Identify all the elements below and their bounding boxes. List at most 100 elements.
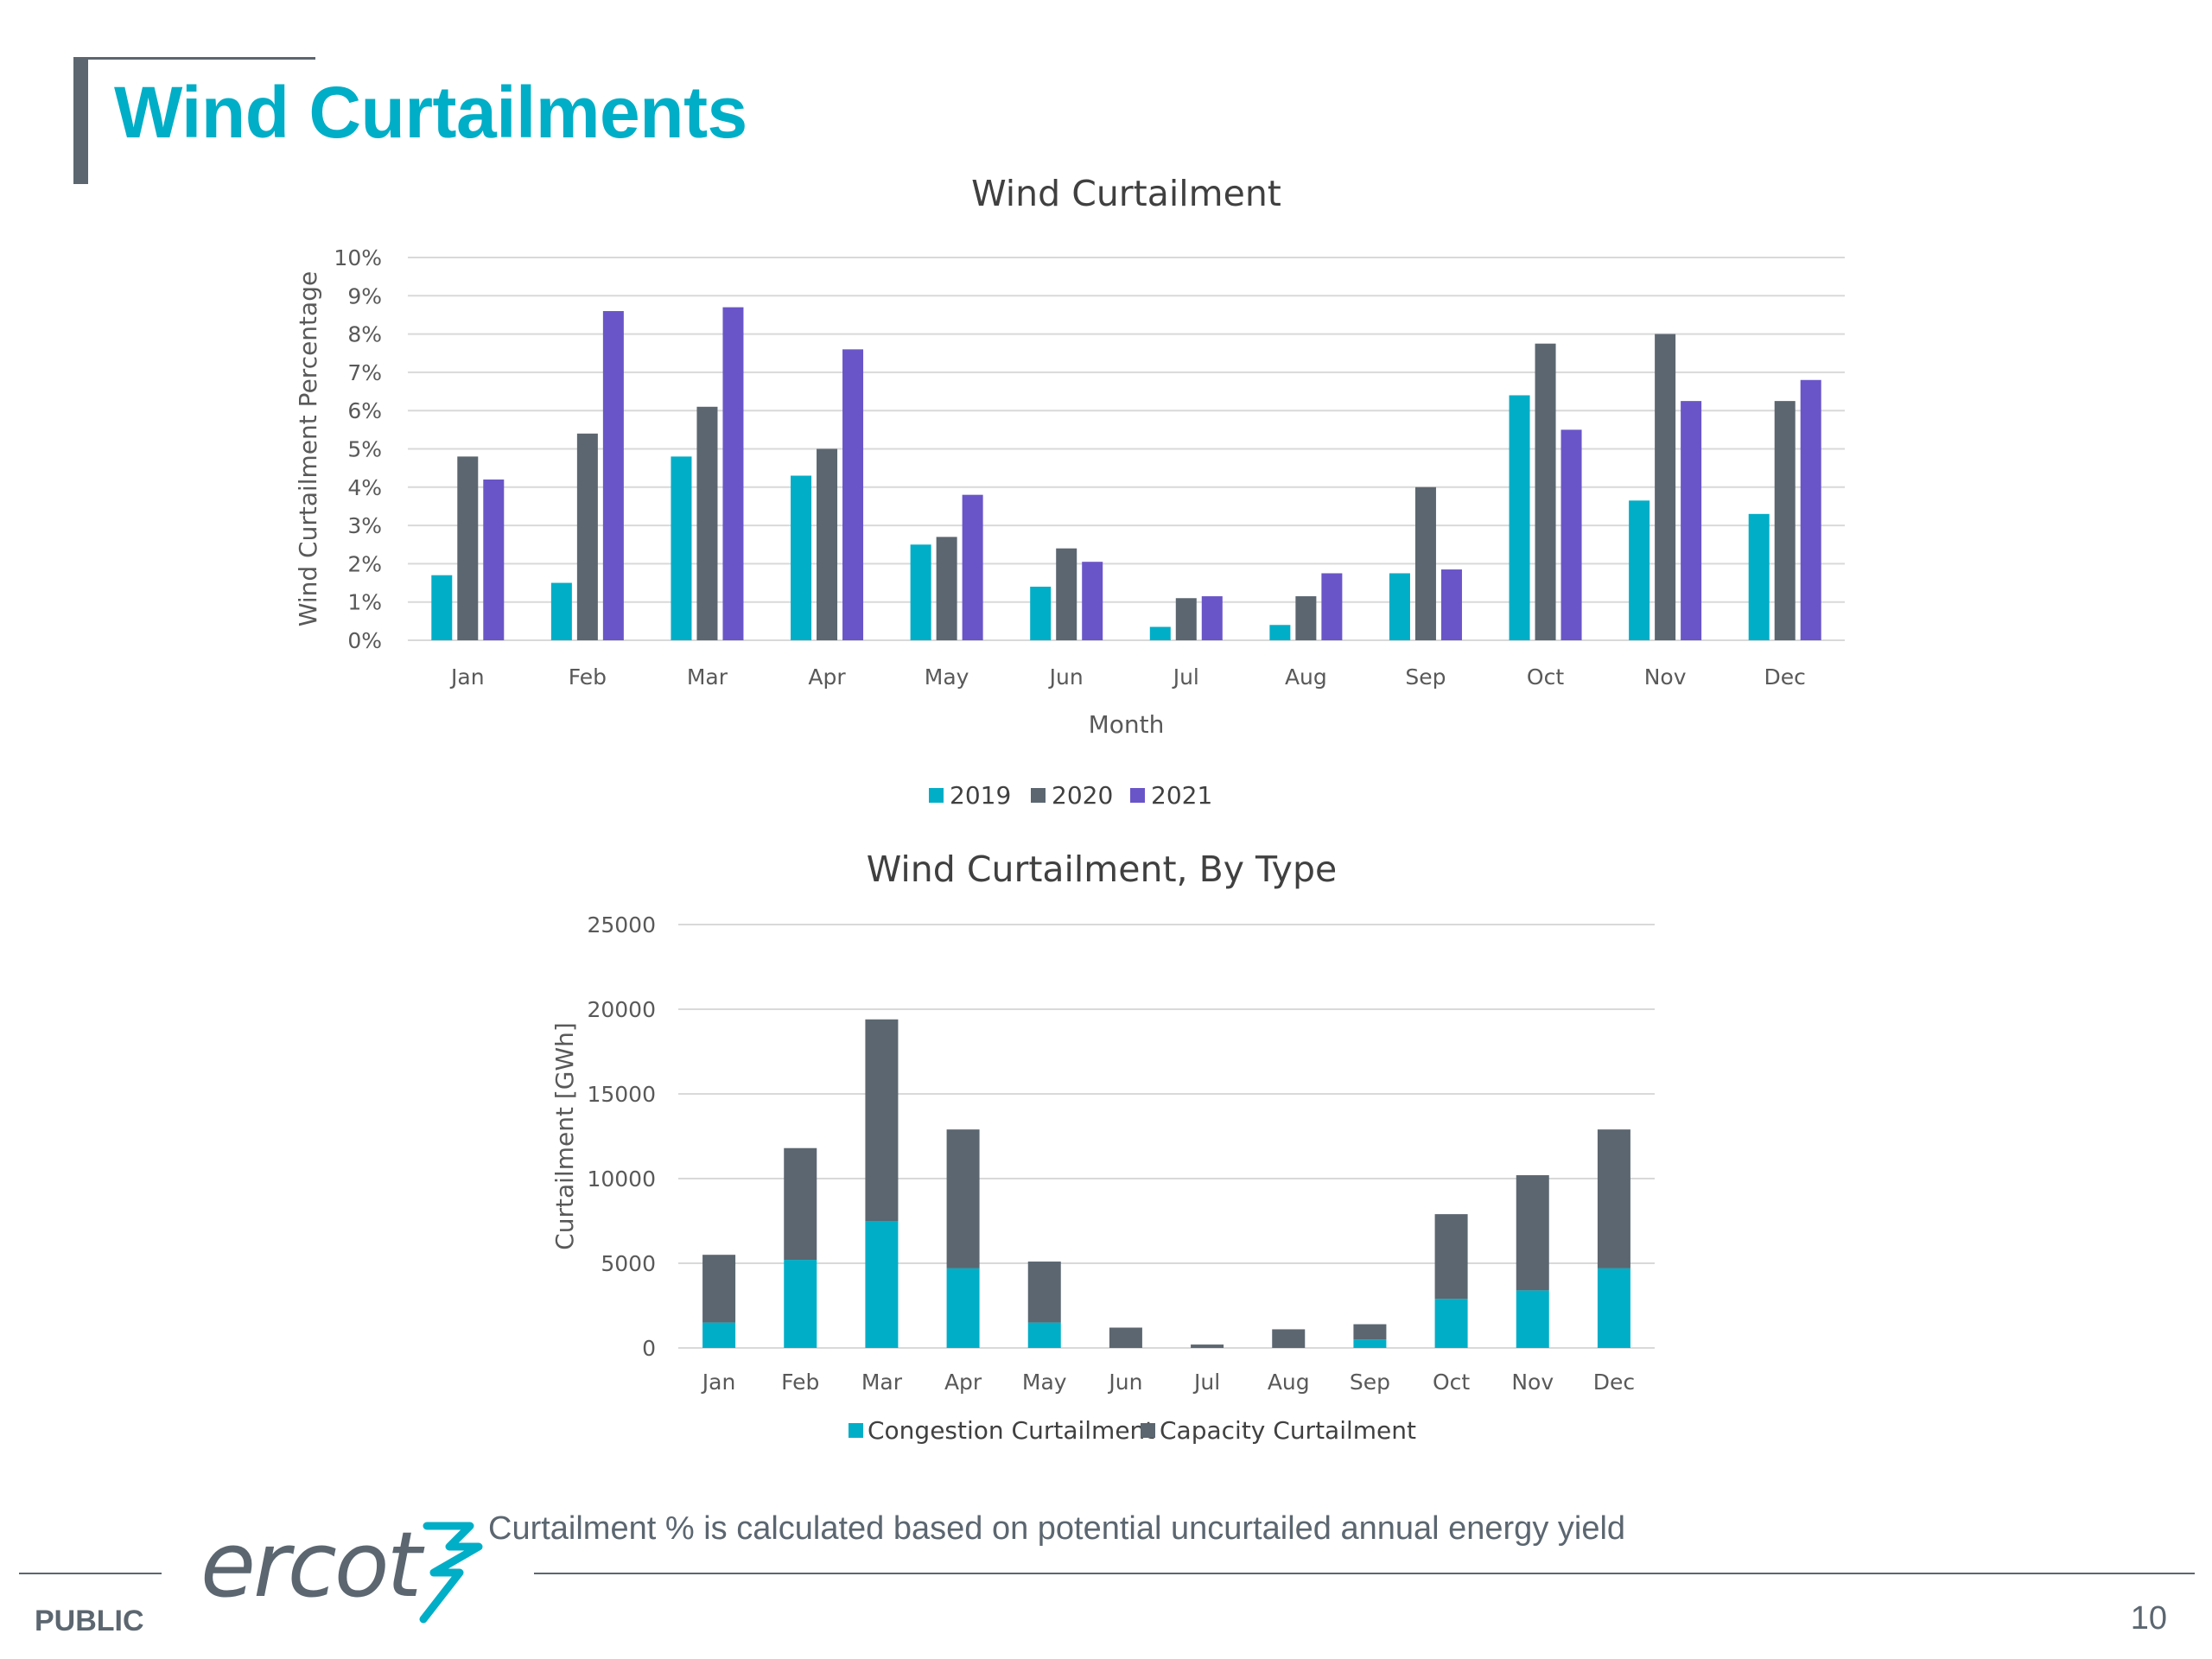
- chart1-xtick-label: Mar: [687, 664, 728, 690]
- chart1-bar-2019: [671, 456, 692, 640]
- chart1-bar-2020: [1535, 343, 1556, 640]
- chart1-bar-2021: [1321, 573, 1343, 640]
- chart1-bar-2019: [1509, 395, 1530, 640]
- chart2-xtick-label: May: [1022, 1370, 1067, 1395]
- chart2-bar-segment: [1353, 1339, 1387, 1348]
- chart2-xtick-label: Oct: [1433, 1370, 1470, 1395]
- chart1-xtick-label: Sep: [1405, 664, 1446, 690]
- chart2-ytick-label: 15000: [587, 1082, 656, 1107]
- chart1-title: Wind Curtailment: [971, 173, 1281, 214]
- chart2-xtick-label: Jul: [1192, 1370, 1220, 1395]
- chart1-legend-label: 2021: [1151, 781, 1212, 810]
- chart1-ytick-label: 6%: [347, 398, 382, 423]
- chart1-bar-2020: [1655, 334, 1676, 640]
- chart1-ytick-label: 1%: [347, 590, 382, 615]
- chart1-bar-2021: [1681, 401, 1702, 640]
- slide-title: Wind Curtailments: [114, 72, 747, 153]
- chart1-bar-2021: [962, 494, 983, 640]
- chart1-bar-2021: [1440, 569, 1462, 640]
- chart2-bar-segment: [1272, 1329, 1306, 1348]
- chart2-ytick-label: 0: [642, 1336, 656, 1361]
- chart2-bar-segment: [1027, 1262, 1061, 1323]
- chart1-xtick-label: Jan: [449, 664, 485, 690]
- chart1-bar-2021: [1560, 429, 1582, 640]
- chart2-title: Wind Curtailment, By Type: [867, 849, 1337, 890]
- chart1-bar-2020: [817, 448, 838, 640]
- chart1-bar-2019: [1389, 573, 1410, 640]
- chart2-xtick-label: Mar: [861, 1370, 903, 1395]
- chart1-legend-swatch: [1130, 788, 1145, 803]
- chart1-bar-2020: [1295, 596, 1317, 640]
- chart1-bar-2020: [696, 406, 718, 640]
- chart2-bar-segment: [1597, 1129, 1630, 1268]
- chart1-bar-2021: [842, 349, 864, 640]
- chart1-bar-2021: [722, 307, 744, 640]
- chart1-ytick-label: 4%: [347, 475, 382, 500]
- chart1-ytick-label: 2%: [347, 551, 382, 576]
- chart1-bar-2019: [1149, 626, 1171, 640]
- chart2-bar-segment: [1516, 1290, 1549, 1348]
- chart1-xtick-label: Oct: [1527, 664, 1564, 690]
- chart2-xtick-label: Feb: [781, 1370, 819, 1395]
- chart2-ytick-label: 10000: [587, 1166, 656, 1192]
- chart1-ytick-label: 0%: [347, 628, 382, 653]
- chart1-bar-2021: [1800, 379, 1821, 640]
- chart1-bar-2020: [576, 433, 598, 640]
- chart1-ytick-label: 10%: [334, 245, 382, 270]
- chart1-xtick-label: Dec: [1764, 664, 1806, 690]
- chart2-xtick-label: Jan: [701, 1370, 736, 1395]
- chart1-bar-2019: [1269, 625, 1291, 640]
- chart1-bar-2020: [1414, 486, 1436, 640]
- chart1-ytick-label: 8%: [347, 322, 382, 347]
- chart1-bar-2021: [483, 479, 505, 640]
- chart2-xtick-label: Apr: [944, 1370, 982, 1395]
- classification-label: PUBLIC: [35, 1605, 144, 1637]
- chart2-y-axis-title: Curtailment [GWh]: [550, 1022, 579, 1250]
- chart1-bar-2019: [1748, 513, 1770, 640]
- chart1-xtick-label: May: [925, 664, 969, 690]
- chart1-bar-2020: [1774, 401, 1796, 640]
- chart2-xtick-label: Dec: [1593, 1370, 1635, 1395]
- chart2-bar-segment: [784, 1147, 817, 1261]
- chart1-bar-2019: [1030, 586, 1052, 640]
- chart2-bar-segment: [784, 1260, 817, 1348]
- chart1-x-axis-title: Month: [1089, 710, 1165, 739]
- chart1-ytick-label: 3%: [347, 513, 382, 538]
- chart1-legend-label: 2019: [950, 781, 1011, 810]
- chart1-ytick-label: 7%: [347, 360, 382, 385]
- chart2-bar-segment: [1597, 1268, 1630, 1348]
- chart1-xtick-label: Aug: [1285, 664, 1327, 690]
- chart1-bar-2021: [1082, 562, 1103, 640]
- footer-rule-left: [19, 1573, 162, 1574]
- chart1-bar-2019: [910, 544, 931, 640]
- chart2-bar-segment: [702, 1322, 736, 1348]
- chart2-bar-segment: [702, 1255, 736, 1323]
- chart2-ytick-label: 5000: [601, 1251, 656, 1276]
- chart1-y-axis-title: Wind Curtailment Percentage: [294, 271, 322, 626]
- chart1-legend-swatch: [929, 788, 944, 803]
- chart2-legend-swatch: [849, 1423, 863, 1438]
- chart2-ytick-label: 25000: [587, 912, 656, 938]
- chart1-bar-2019: [791, 475, 812, 640]
- chart2-bar-segment: [1027, 1322, 1061, 1348]
- chart2-bar-segment: [1191, 1344, 1224, 1348]
- chart2-xtick-label: Jun: [1107, 1370, 1142, 1395]
- chart1-bar-2019: [431, 575, 453, 640]
- chart2-xtick-label: Sep: [1350, 1370, 1390, 1395]
- chart2-legend-label: Congestion Curtailment: [868, 1416, 1154, 1445]
- chart1-ytick-label: 9%: [347, 283, 382, 308]
- ercot-logo: ercot: [200, 1512, 494, 1633]
- footer-rule-right: [534, 1573, 2195, 1574]
- chart2-legend-label: Capacity Curtailment: [1160, 1416, 1416, 1445]
- title-rule: [73, 57, 315, 60]
- chart1-bar-2020: [936, 537, 957, 640]
- chart1-xtick-label: Jul: [1172, 664, 1199, 690]
- chart1-bar-2021: [1201, 596, 1223, 640]
- title-accent-bar: [73, 58, 88, 184]
- chart2-bar-segment: [946, 1129, 980, 1268]
- chart2-xtick-label: Nov: [1511, 1370, 1554, 1395]
- chart1-xtick-label: Nov: [1644, 664, 1687, 690]
- bolt-icon: [419, 1522, 483, 1624]
